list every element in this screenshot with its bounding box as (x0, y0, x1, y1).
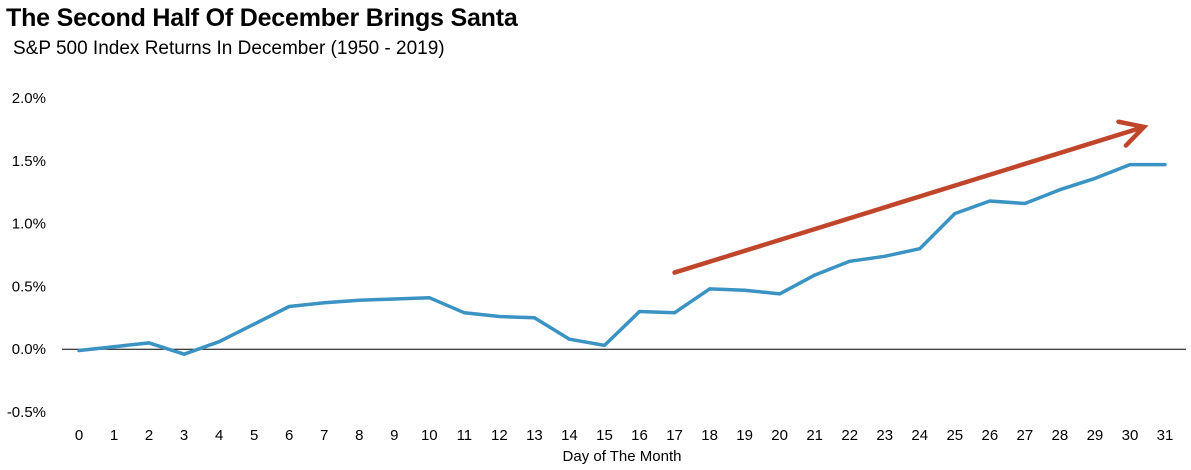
x-tick-label: 16 (631, 427, 648, 444)
x-tick-label: 7 (320, 427, 328, 444)
series-line (77, 162, 1167, 356)
y-tick-label: 0.0% (12, 341, 46, 358)
x-tick-label: 18 (701, 427, 718, 444)
data-point (883, 254, 887, 258)
series-group (77, 162, 1167, 356)
data-point (497, 315, 501, 319)
x-tick-label: 4 (215, 427, 223, 444)
data-point (392, 297, 396, 301)
x-tick-label: 28 (1052, 427, 1069, 444)
data-point (918, 247, 922, 251)
x-tick-label: 6 (285, 427, 293, 444)
data-point (427, 296, 431, 300)
chart-title: The Second Half Of December Brings Santa (6, 4, 518, 32)
x-tick-label: 3 (180, 427, 188, 444)
x-tick-label: 14 (561, 427, 578, 444)
data-point (147, 341, 151, 345)
data-point (1128, 163, 1132, 167)
x-tick-label: 1 (110, 427, 118, 444)
x-tick-label: 8 (355, 427, 363, 444)
data-point (953, 212, 957, 216)
data-point (778, 292, 782, 296)
data-point (112, 345, 116, 349)
data-point (1163, 163, 1167, 167)
data-point (217, 340, 221, 344)
data-point (357, 298, 361, 302)
x-tick-label: 29 (1087, 427, 1104, 444)
data-point (1093, 176, 1097, 180)
chart-subtitle: S&P 500 Index Returns In December (1950 … (13, 38, 445, 59)
data-point (462, 311, 466, 315)
x-tick-label: 31 (1157, 427, 1174, 444)
data-point (602, 343, 606, 347)
data-point (567, 337, 571, 341)
data-point (1023, 202, 1027, 206)
x-tick-label: 26 (981, 427, 998, 444)
data-point (743, 288, 747, 292)
x-tick-label: 30 (1122, 427, 1139, 444)
x-tick-label: 25 (946, 427, 963, 444)
y-tick-label: -0.5% (7, 404, 46, 421)
data-point (813, 273, 817, 277)
data-point (182, 352, 186, 356)
annotations-group (672, 119, 1149, 275)
data-point (252, 322, 256, 326)
y-tick-label: 1.5% (12, 153, 46, 170)
x-tick-label: 17 (666, 427, 683, 444)
x-tick-label: 5 (250, 427, 258, 444)
data-point (673, 311, 677, 315)
x-tick-label: 12 (491, 427, 508, 444)
x-axis-ticks: 0 1 2 3 4 5 6 7 8 9 10 11 12 13 14 15 16 17 18 19 20 21 22 23 24… (75, 427, 1174, 444)
x-tick-label: 22 (841, 427, 858, 444)
data-point (988, 199, 992, 203)
x-tick-label: 15 (596, 427, 613, 444)
y-tick-label: 2.0% (12, 90, 46, 107)
data-point (287, 304, 291, 308)
x-tick-label: 9 (390, 427, 398, 444)
data-point (77, 348, 81, 352)
x-tick-label: 19 (736, 427, 753, 444)
y-tick-label: 1.0% (12, 216, 46, 233)
data-point (1058, 188, 1062, 192)
x-tick-label: 11 (457, 427, 473, 444)
trend-arrow-shaft (672, 125, 1143, 275)
data-point (532, 316, 536, 320)
x-tick-label: 10 (421, 427, 438, 444)
x-tick-label: 20 (771, 427, 788, 444)
x-tick-label: 2 (145, 427, 153, 444)
trend-arrow-head (1116, 119, 1149, 148)
x-tick-label: 23 (876, 427, 893, 444)
x-tick-label: 24 (911, 427, 928, 444)
data-point (322, 301, 326, 305)
data-point (708, 287, 712, 291)
x-tick-label: 27 (1017, 427, 1034, 444)
x-tick-label: 0 (75, 427, 83, 444)
data-point (638, 310, 642, 314)
y-axis-ticks: 2.0% 1.5% 1.0% 0.5% 0.0% -0.5% (7, 90, 46, 421)
x-tick-label: 13 (526, 427, 543, 444)
y-tick-label: 0.5% (12, 278, 46, 295)
data-point (848, 259, 852, 263)
x-axis-label: Day of The Month (563, 448, 682, 465)
x-tick-label: 21 (806, 427, 823, 444)
